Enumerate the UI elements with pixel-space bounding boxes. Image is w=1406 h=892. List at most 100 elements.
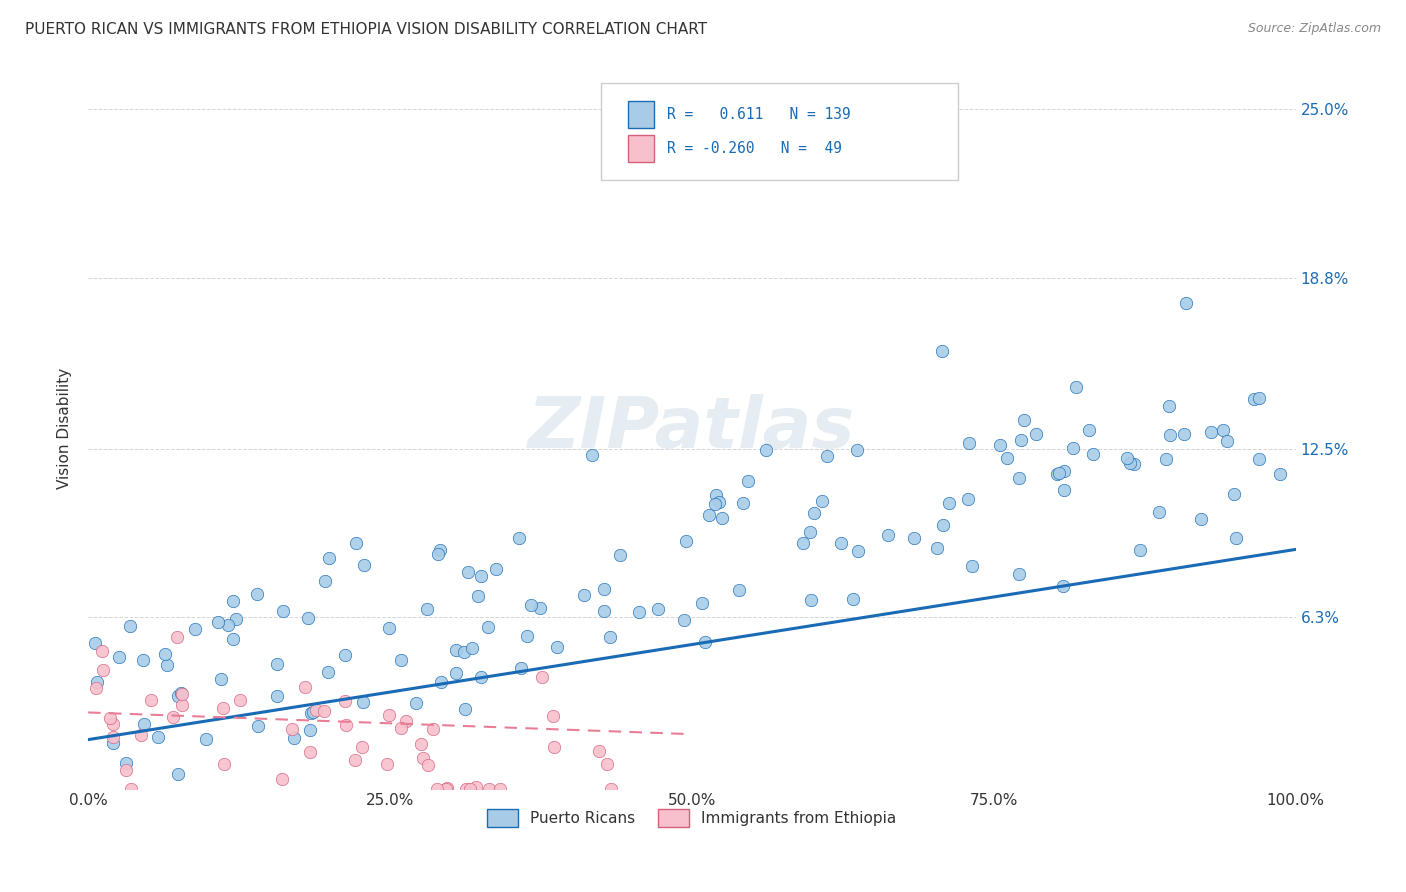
Point <box>427 547 450 561</box>
Point <box>1189 512 1212 526</box>
Point <box>673 613 696 627</box>
Point <box>375 756 398 771</box>
Point <box>156 658 179 673</box>
Point <box>457 565 479 579</box>
Point <box>541 709 564 723</box>
Point <box>207 615 229 629</box>
Point <box>305 703 328 717</box>
Point <box>960 558 983 573</box>
Point <box>485 562 508 576</box>
Point <box>131 728 153 742</box>
Point <box>280 722 302 736</box>
Point <box>416 602 439 616</box>
Point <box>733 496 755 510</box>
Point <box>299 746 322 760</box>
Point <box>995 450 1018 465</box>
Point <box>1223 487 1246 501</box>
Point <box>166 690 188 704</box>
Point <box>600 781 623 796</box>
Point <box>422 723 444 737</box>
Point <box>957 435 980 450</box>
Point <box>405 696 427 710</box>
Point <box>1010 433 1032 447</box>
Point <box>728 583 751 598</box>
Point <box>830 536 852 550</box>
Point <box>148 731 170 745</box>
Point <box>153 647 176 661</box>
Point <box>86 674 108 689</box>
Point <box>84 681 107 695</box>
Point <box>1215 434 1237 449</box>
Point <box>957 491 980 506</box>
Text: ZIPatlas: ZIPatlas <box>529 394 856 463</box>
Point <box>436 780 458 795</box>
Point <box>115 763 138 777</box>
Y-axis label: Vision Disability: Vision Disability <box>58 368 72 489</box>
Point <box>1046 467 1069 482</box>
Point <box>1247 391 1270 405</box>
Point <box>294 680 316 694</box>
Point <box>344 754 367 768</box>
Point <box>172 698 194 712</box>
Text: R = -0.260   N =  49: R = -0.260 N = 49 <box>666 141 842 156</box>
Point <box>572 588 595 602</box>
Point <box>389 652 412 666</box>
Point <box>810 494 832 508</box>
Point <box>217 618 239 632</box>
Point <box>846 543 869 558</box>
Text: Source: ZipAtlas.com: Source: ZipAtlas.com <box>1247 22 1381 36</box>
Point <box>599 630 621 644</box>
Point <box>755 442 778 457</box>
Point <box>478 781 501 796</box>
Point <box>172 687 194 701</box>
Text: R =   0.611   N = 139: R = 0.611 N = 139 <box>666 107 851 122</box>
Point <box>90 644 112 658</box>
Point <box>647 601 669 615</box>
Point <box>1119 456 1142 470</box>
Point <box>675 534 697 549</box>
Point <box>460 781 482 796</box>
Point <box>170 686 193 700</box>
Legend: Puerto Ricans, Immigrants from Ethiopia: Puerto Ricans, Immigrants from Ethiopia <box>479 801 904 835</box>
Point <box>229 692 252 706</box>
Point <box>120 781 142 796</box>
Point <box>1225 531 1247 545</box>
Point <box>803 506 825 520</box>
Point <box>693 634 716 648</box>
Point <box>546 640 568 654</box>
Point <box>990 438 1012 452</box>
Point <box>299 706 322 720</box>
Point <box>434 781 457 796</box>
Point <box>378 621 401 635</box>
Point <box>1243 392 1265 406</box>
Point <box>842 592 865 607</box>
Point <box>412 750 434 764</box>
Point <box>83 636 105 650</box>
Point <box>108 650 131 665</box>
Point <box>690 596 713 610</box>
Point <box>271 604 294 618</box>
Point <box>529 601 551 615</box>
Point <box>1157 400 1180 414</box>
Point <box>409 738 432 752</box>
Point <box>453 702 475 716</box>
Point <box>581 448 603 462</box>
Point <box>792 536 814 550</box>
Point <box>592 604 614 618</box>
Point <box>134 716 156 731</box>
Point <box>225 612 247 626</box>
Point <box>222 594 245 608</box>
Point <box>211 700 233 714</box>
Point <box>925 541 948 556</box>
Point <box>314 574 336 589</box>
Point <box>101 717 124 731</box>
Point <box>389 721 412 735</box>
Point <box>430 675 453 690</box>
Point <box>543 739 565 754</box>
Point <box>1053 464 1076 478</box>
Point <box>516 629 538 643</box>
Point <box>737 474 759 488</box>
Point <box>1047 466 1070 480</box>
Point <box>1173 427 1195 442</box>
Point <box>115 756 138 770</box>
